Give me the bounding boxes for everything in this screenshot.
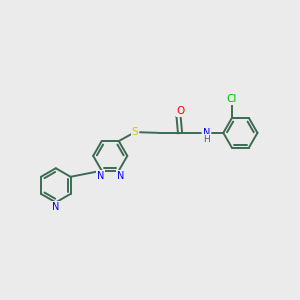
- Text: N: N: [97, 171, 104, 181]
- Text: N: N: [203, 128, 210, 138]
- Text: O: O: [176, 106, 185, 116]
- Text: N: N: [52, 202, 59, 212]
- Text: H: H: [203, 135, 210, 144]
- Text: Cl: Cl: [227, 94, 237, 104]
- Text: N: N: [117, 171, 124, 181]
- Text: S: S: [132, 127, 138, 137]
